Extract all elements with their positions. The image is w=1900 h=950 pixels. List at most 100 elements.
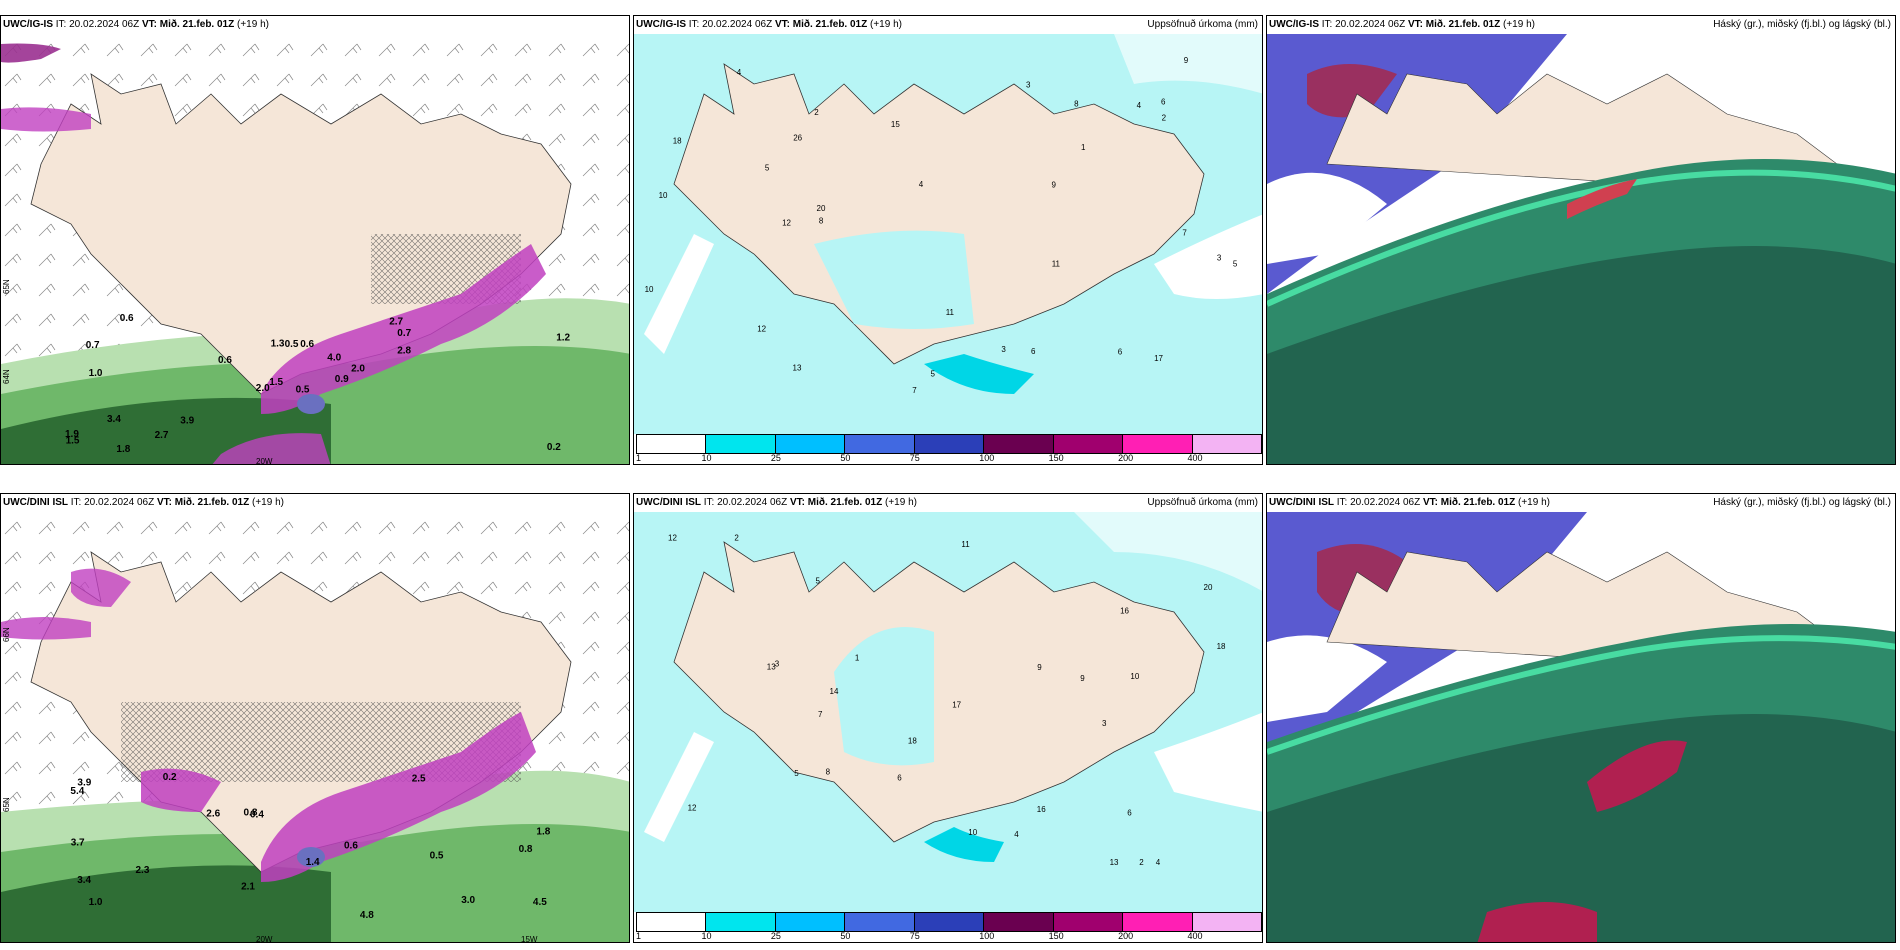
panel-top-accum-precip: UWC/IG-IS IT: 20.02.2024 06Z VT: Mið. 21… xyxy=(633,15,1263,465)
precip-value: 18 xyxy=(908,737,917,746)
precip-value: 1 xyxy=(1081,143,1086,152)
map-wind-precip: 65N 66N 20W 15W 0.5 0.8 1.0 0.2 0.4 3.0 3.4 2.5… xyxy=(1,512,629,943)
panel-header: UWC/DINI ISL IT: 20.02.2024 06Z VT: Mið.… xyxy=(1267,494,1895,512)
precip-value: 2.7 xyxy=(155,430,169,441)
precip-value: 5 xyxy=(765,163,770,172)
precip-value: 3.4 xyxy=(77,875,91,886)
precip-value: 6 xyxy=(1118,348,1123,357)
precip-value: 6 xyxy=(897,774,902,783)
legend-label: 150 xyxy=(1048,931,1064,941)
precip-value: 5 xyxy=(931,370,936,379)
precip-value: 10 xyxy=(659,191,668,200)
legend-label: 50 xyxy=(840,931,851,941)
precip-value: 2.1 xyxy=(241,881,255,892)
precip-value: 1.8 xyxy=(116,444,130,455)
precip-value: 20 xyxy=(817,204,826,213)
precip-value: 2.3 xyxy=(136,865,150,876)
precip-value: 4.5 xyxy=(533,897,547,908)
panel-top-clouds: UWC/IG-IS IT: 20.02.2024 06Z VT: Mið. 21… xyxy=(1266,15,1896,465)
precip-value: 0.9 xyxy=(335,374,349,385)
legend-label: 100 xyxy=(979,453,995,463)
precip-value: 4 xyxy=(1014,830,1019,839)
lon-label-15w: 15W xyxy=(521,935,538,943)
legend-label: 150 xyxy=(1048,453,1064,463)
precip-value: 0.5 xyxy=(430,850,444,861)
precip-value: 4.0 xyxy=(327,352,341,363)
legend-label: 200 xyxy=(1118,931,1134,941)
precip-value: 12 xyxy=(668,533,677,542)
panel-header: UWC/IG-IS IT: 20.02.2024 06Z VT: Mið. 21… xyxy=(634,16,1262,34)
lat-label-65: 65N xyxy=(2,279,11,294)
precip-value: 0.5 xyxy=(285,339,299,350)
legend-swatch xyxy=(1192,913,1262,931)
panel-title: Uppsöfnuð úrkoma (mm) xyxy=(1147,497,1258,508)
legend-label: 10 xyxy=(701,931,712,941)
precip-value: 4 xyxy=(1137,101,1142,110)
precip-value: 8 xyxy=(1074,99,1079,108)
panel-title: Uppsöfnuð úrkoma (mm) xyxy=(1147,19,1258,30)
precip-value: 3.9 xyxy=(180,415,194,426)
precip-value: 0.6 xyxy=(300,339,314,350)
precip-legend: 1 10 25 50 75 100 150 200 400 xyxy=(634,910,1262,942)
legend-label: 75 xyxy=(909,453,920,463)
precip-values: 18 26 9 5 4 7 11 8 6 5 3 2 1 12 10 13 20 15 17 3 6 7 4 11 8 5 2 3 4 1… xyxy=(645,56,1238,395)
precip-value: 4 xyxy=(1156,858,1161,867)
legend-swatch xyxy=(914,913,985,931)
precip-value: 1.9 xyxy=(65,429,79,440)
legend-swatch xyxy=(706,913,776,931)
legend-label: 400 xyxy=(1187,931,1203,941)
legend-swatch xyxy=(637,913,707,931)
legend-label: 25 xyxy=(770,453,781,463)
precip-value: 14 xyxy=(830,687,839,696)
precip-value: 1.5 xyxy=(269,377,283,388)
precip-value: 9 xyxy=(1080,674,1085,683)
legend-swatch xyxy=(1123,913,1193,931)
precip-value: 2.7 xyxy=(389,317,403,328)
precip-value: 7 xyxy=(1182,228,1187,237)
legend-label: 400 xyxy=(1187,453,1203,463)
precip-value: 1 xyxy=(855,654,860,663)
precip-value: 2.6 xyxy=(206,809,220,820)
precip-value: 0.4 xyxy=(250,809,264,820)
panel-title: Háský (gr.), miðský (fj.bl.) og lágský (… xyxy=(1713,19,1891,30)
precip-value: 9 xyxy=(1037,663,1042,672)
map-clouds xyxy=(1267,512,1895,942)
legend-swatch xyxy=(845,435,915,453)
precip-value: 0.8 xyxy=(519,844,533,855)
precip-value: 7 xyxy=(912,386,917,395)
legend-label: 25 xyxy=(770,931,781,941)
panel-bottom-wind-precip: UWC/DINI ISL IT: 20.02.2024 06Z VT: Mið.… xyxy=(0,493,630,943)
precip-value: 16 xyxy=(1037,805,1046,814)
precip-value: 16 xyxy=(1120,606,1129,615)
precip-value: 0.6 xyxy=(344,841,358,852)
legend-label: 1 xyxy=(636,931,642,941)
precip-values: 0.50.71.51.92.03.92.70.60.70.90.60.21.01… xyxy=(65,313,571,455)
precip-value: 13 xyxy=(1110,858,1119,867)
legend-label: 10 xyxy=(701,453,712,463)
panel-bottom-clouds: UWC/DINI ISL IT: 20.02.2024 06Z VT: Mið.… xyxy=(1266,493,1896,943)
precip-value: 0.8 xyxy=(244,808,258,819)
precip-value: 3.9 xyxy=(77,777,91,788)
legend-swatch xyxy=(914,435,985,453)
precip-value: 0.6 xyxy=(218,355,232,366)
lat-label-66: 66N xyxy=(2,627,11,642)
precip-value: 1.2 xyxy=(556,333,570,344)
precip-value: 13 xyxy=(793,364,802,373)
precip-value: 6 xyxy=(1161,98,1166,107)
legend-swatch xyxy=(1123,435,1193,453)
precip-value: 13 xyxy=(767,663,776,672)
precip-value: 3.0 xyxy=(461,895,475,906)
precip-value: 17 xyxy=(952,701,961,710)
precip-value: 0.7 xyxy=(86,340,100,351)
legend-swatch xyxy=(984,913,1054,931)
precip-value: 10 xyxy=(1130,672,1139,681)
lat-label-64: 64N xyxy=(2,369,11,384)
precip-value: 11 xyxy=(961,540,970,549)
precip-value: 7 xyxy=(818,710,823,719)
precip-value: 3 xyxy=(1001,345,1006,354)
precip-value: 5 xyxy=(794,769,799,778)
legend-swatch xyxy=(1053,913,1124,931)
map-wind-precip: 64N 65N 20W 0.50.71.51.92.03.92.70.60.70… xyxy=(1,34,629,464)
panel-header: UWC/DINI ISL IT: 20.02.2024 06Z VT: Mið.… xyxy=(3,497,284,508)
